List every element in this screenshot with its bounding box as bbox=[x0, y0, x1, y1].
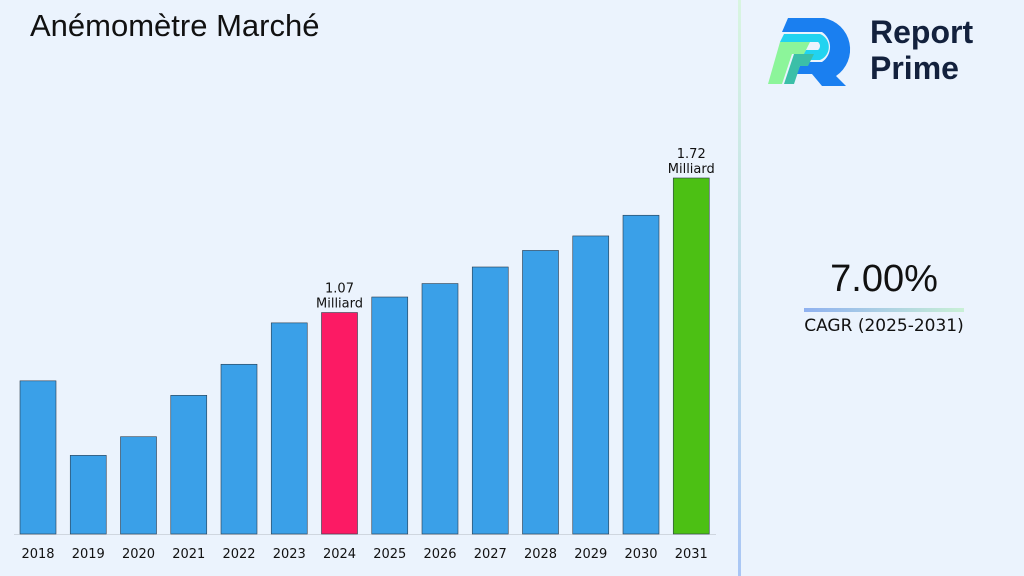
x-tick-label: 2019 bbox=[72, 547, 105, 562]
x-tick-label: 2028 bbox=[524, 547, 557, 562]
bar-2022 bbox=[220, 363, 258, 535]
bar-2019 bbox=[69, 455, 107, 535]
report-prime-logo-icon bbox=[768, 18, 851, 86]
bar-2028 bbox=[522, 250, 559, 535]
x-tick-label: 2029 bbox=[574, 547, 607, 562]
data-label-value: 1.72 bbox=[677, 147, 706, 162]
divider bbox=[738, 0, 741, 576]
x-tick-label: 2023 bbox=[273, 547, 306, 562]
logo-text: Report Prime bbox=[870, 14, 973, 86]
bar-2018 bbox=[19, 380, 57, 535]
logo-line2: Prime bbox=[870, 50, 959, 86]
bar-2030 bbox=[622, 214, 660, 535]
x-tick-label: 2030 bbox=[624, 547, 657, 562]
logo-line1: Report bbox=[870, 14, 974, 50]
cagr-label: CAGR (2025-2031) bbox=[804, 316, 964, 336]
bar-2020 bbox=[120, 436, 157, 535]
data-label-unit: Milliard bbox=[316, 297, 363, 312]
cagr-value: 7.00% bbox=[830, 258, 938, 300]
x-tick-label: 2022 bbox=[222, 547, 255, 562]
data-label-unit: Milliard bbox=[668, 162, 715, 177]
bar-2029 bbox=[572, 235, 610, 535]
bar-2031 bbox=[672, 177, 710, 535]
bar-2027 bbox=[471, 266, 509, 535]
bar-2024 bbox=[321, 312, 358, 535]
x-tick-label: 2018 bbox=[21, 547, 54, 562]
bar-2021 bbox=[170, 395, 208, 535]
x-tick-label: 2024 bbox=[323, 547, 356, 562]
bar-chart: 2018 2019 2020 2021 2022 2023 2024 2025 2026 2027… bbox=[14, 147, 716, 562]
x-tick-label: 2020 bbox=[122, 547, 155, 562]
chart-title: Anémomètre Marché bbox=[30, 8, 320, 43]
data-label-value: 1.07 bbox=[325, 282, 354, 297]
bar-2023 bbox=[270, 322, 308, 535]
x-tick-label: 2027 bbox=[474, 547, 507, 562]
cagr-underline bbox=[804, 308, 964, 312]
bar-2025 bbox=[371, 296, 409, 535]
x-tick-label: 2025 bbox=[373, 547, 406, 562]
x-tick-label: 2026 bbox=[423, 547, 456, 562]
x-tick-label: 2031 bbox=[675, 547, 708, 562]
x-tick-label: 2021 bbox=[172, 547, 205, 562]
bar-2026 bbox=[421, 283, 459, 535]
